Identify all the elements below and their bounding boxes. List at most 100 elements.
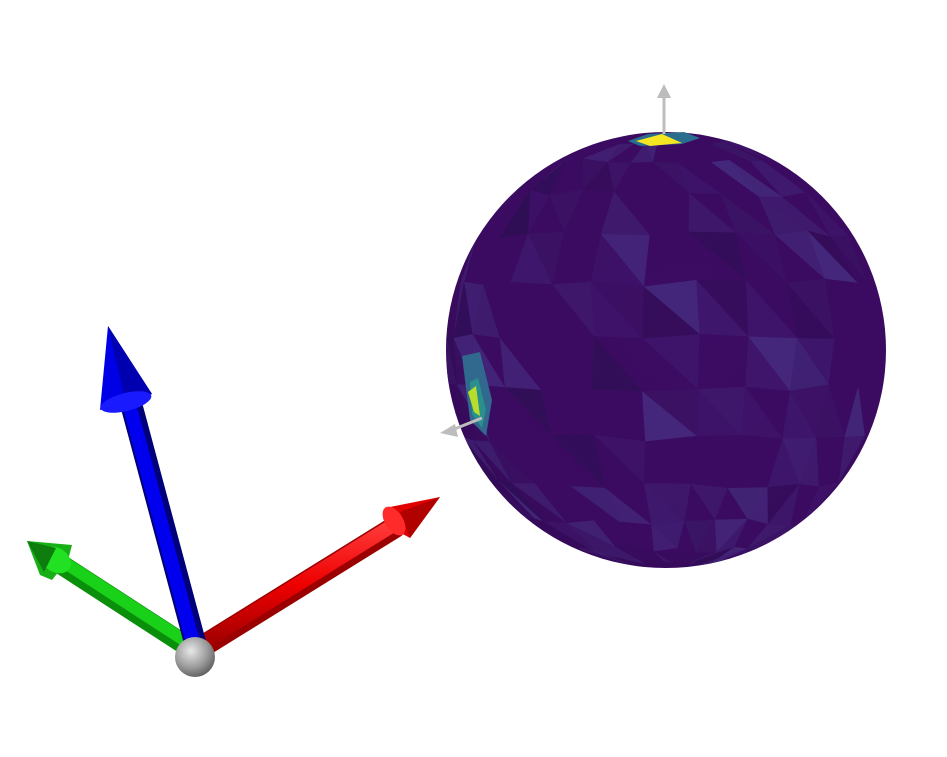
sphere-facet — [721, 194, 775, 235]
hotspot-left — [462, 352, 492, 436]
sphere-facet — [566, 522, 616, 554]
normal-arrow-left — [440, 416, 483, 437]
sphere-facet — [678, 162, 722, 195]
sphere-facet — [758, 196, 808, 235]
sphere-facet — [684, 519, 715, 553]
sphere-facet — [696, 279, 749, 337]
sphere-facet — [741, 386, 783, 439]
sphere-facet — [499, 337, 541, 390]
sphere-facet — [590, 281, 643, 339]
sphere-facet — [688, 231, 746, 280]
sphere-facet — [696, 279, 749, 337]
sphere-facet — [489, 441, 535, 484]
sphere-facet — [838, 435, 865, 483]
sphere-facet — [692, 547, 735, 562]
sphere-facet — [453, 338, 474, 385]
sphere-facet — [642, 334, 700, 389]
sphere-facet — [807, 230, 858, 283]
sphere-facet — [745, 336, 790, 391]
sphere-facet — [692, 547, 735, 568]
sphere-facet — [748, 336, 798, 391]
sphere-facet — [716, 518, 748, 553]
sphere-facet — [690, 483, 728, 520]
sphere-facet — [590, 281, 644, 339]
sphere-facet — [596, 547, 646, 564]
sphere-facet — [714, 518, 748, 553]
sphere-facet — [745, 279, 798, 339]
sphere-facet — [472, 284, 500, 338]
sphere-facet — [591, 336, 643, 392]
sphere-facet — [630, 143, 653, 163]
sphere-facet — [461, 435, 499, 481]
sphere-facet — [642, 391, 697, 442]
sphere-facet — [642, 286, 700, 339]
sphere-facet — [807, 230, 858, 283]
sphere-facet — [696, 388, 742, 436]
sphere-facet — [782, 390, 817, 439]
sphere-facet — [700, 548, 756, 565]
axes-gizmo[interactable] — [27, 326, 440, 677]
sphere-facet — [797, 338, 835, 385]
sphere-facet — [528, 189, 550, 234]
sphere-facet — [566, 520, 616, 548]
sphere-facet — [504, 387, 551, 435]
normal-arrow-top — [657, 84, 671, 134]
sphere-facet — [844, 386, 865, 438]
sphere-facet — [550, 434, 605, 488]
sphere-facet — [453, 281, 473, 339]
sphere-facet — [711, 144, 762, 162]
sphere-facet — [735, 232, 787, 283]
x-axis-arrow — [189, 497, 440, 659]
sphere-facet — [582, 143, 620, 163]
sphere-facet — [460, 235, 477, 284]
sphere-facet — [786, 278, 835, 339]
origin-sphere[interactable] — [175, 637, 215, 677]
sphere-facet — [593, 434, 646, 484]
sphere-facet — [604, 487, 652, 525]
sphere-facet — [747, 487, 768, 524]
sphere-facet — [498, 480, 543, 522]
sphere-facet — [747, 523, 791, 549]
hotspot-top — [628, 132, 700, 146]
sphere-facet — [652, 161, 690, 194]
sphere-facet — [653, 551, 672, 563]
sphere-facet — [651, 521, 685, 548]
sphere-facet — [446, 333, 457, 385]
sphere-facet — [789, 384, 829, 438]
sphere-facet — [559, 139, 609, 165]
y-axis-arrow — [27, 541, 203, 660]
sphere-facet — [542, 521, 597, 554]
sphere-facet — [549, 189, 584, 232]
sphere-facet — [758, 196, 808, 231]
mesh-sphere[interactable] — [446, 132, 886, 568]
sphere-facet — [511, 483, 567, 523]
sphere-facet — [729, 159, 783, 197]
sphere-facet — [516, 162, 554, 191]
sphere-facet — [723, 136, 777, 164]
sphere-facet — [782, 196, 831, 237]
sphere-facet — [552, 281, 595, 337]
sphere-facet — [767, 483, 800, 526]
sphere-facet — [607, 162, 631, 192]
sphere-facet — [767, 438, 800, 488]
sphere-facet — [528, 231, 565, 285]
sphere-facet — [697, 386, 746, 436]
sphere-facet — [494, 485, 535, 520]
sphere-facet — [651, 524, 678, 552]
sphere-facet — [510, 233, 553, 285]
sphere-facet — [472, 440, 512, 484]
sphere-facet — [830, 234, 867, 282]
sphere-facet — [582, 158, 608, 190]
sphere-facet — [461, 435, 499, 486]
sphere-facet — [750, 161, 806, 197]
sphere-facet — [816, 384, 845, 438]
sphere-facet — [710, 159, 759, 197]
sphere-facet — [583, 162, 615, 192]
sphere-facet — [727, 487, 768, 519]
sphere-facet — [446, 333, 457, 385]
sphere-facet — [600, 191, 650, 236]
sphere-facet — [711, 141, 762, 161]
sphere-facet — [600, 233, 650, 287]
sphere-facet — [590, 233, 644, 287]
